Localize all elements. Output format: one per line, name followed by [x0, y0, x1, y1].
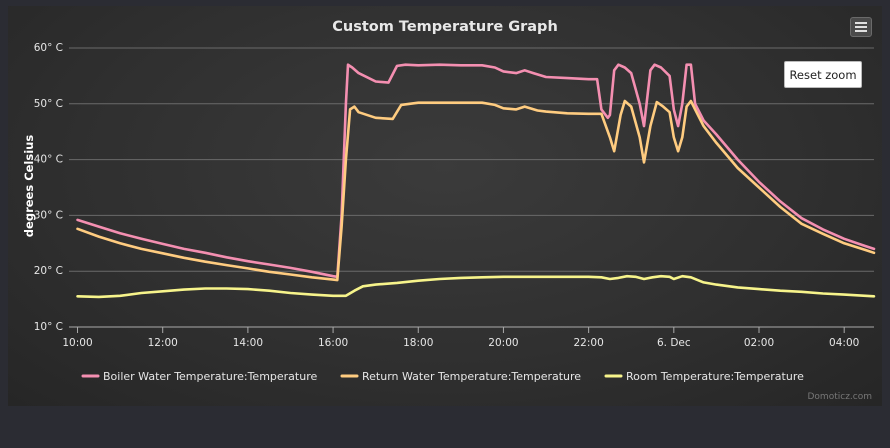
- legend[interactable]: Boiler Water Temperature:Temperature Retu…: [81, 370, 804, 383]
- x-tick-label: 14:00: [233, 337, 263, 349]
- reset-zoom-button[interactable]: Reset zoom: [784, 61, 862, 88]
- menu-icon-bar: [855, 22, 867, 24]
- x-tick-label: 10:00: [62, 337, 92, 349]
- x-tick-label: 20:00: [488, 337, 518, 349]
- legend-label: Boiler Water Temperature:Temperature: [103, 370, 317, 383]
- legend-item-1[interactable]: Boiler Water Temperature:Temperature: [81, 370, 317, 383]
- x-tick-label: 12:00: [148, 337, 178, 349]
- series-line-1[interactable]: [76, 63, 876, 279]
- x-tick-label: 6. Dec: [657, 337, 691, 349]
- x-tick-labels: 10:00 12:00 14:00 16:00 18:00 20:00 22:00 6. De…: [62, 326, 874, 349]
- x-tick-label: 16:00: [318, 337, 348, 349]
- legend-label: Room Temperature:Temperature: [626, 370, 804, 383]
- chart-panel: Custom Temperature Graph degrees Celsius…: [8, 6, 882, 406]
- y-tick-label: 60° C: [34, 42, 63, 54]
- menu-icon-bar: [855, 26, 867, 28]
- legend-item-3[interactable]: Room Temperature:Temperature: [604, 370, 804, 383]
- credits-link[interactable]: Domoticz.com: [807, 392, 873, 402]
- y-tick-label: 10° C: [34, 321, 63, 333]
- y-tick-labels: 10° C 20° C 30° C 40° C 50° C 60° C: [34, 42, 63, 333]
- x-tick-label: 22:00: [573, 337, 603, 349]
- x-tick-label: 04:00: [829, 337, 859, 349]
- x-tick-label: 18:00: [403, 337, 433, 349]
- legend-label: Return Water Temperature:Temperature: [362, 370, 581, 383]
- x-tick-label: 02:00: [744, 337, 774, 349]
- y-tick-label: 20° C: [34, 265, 63, 277]
- chart-title: Custom Temperature Graph: [332, 19, 558, 35]
- y-tick-label: 50° C: [34, 98, 63, 110]
- legend-item-2[interactable]: Return Water Temperature:Temperature: [340, 370, 581, 383]
- series-line-2[interactable]: [76, 99, 876, 282]
- menu-icon-bar: [855, 30, 867, 32]
- chart-menu-button[interactable]: [850, 17, 872, 37]
- series-lines: [76, 63, 876, 299]
- temperature-chart: Custom Temperature Graph degrees Celsius…: [22, 19, 876, 383]
- y-tick-label: 40° C: [34, 154, 63, 166]
- series-line-3[interactable]: [76, 274, 876, 299]
- y-tick-label: 30° C: [34, 209, 63, 221]
- grid-lines: [69, 47, 874, 328]
- y-axis-label: degrees Celsius: [22, 135, 36, 238]
